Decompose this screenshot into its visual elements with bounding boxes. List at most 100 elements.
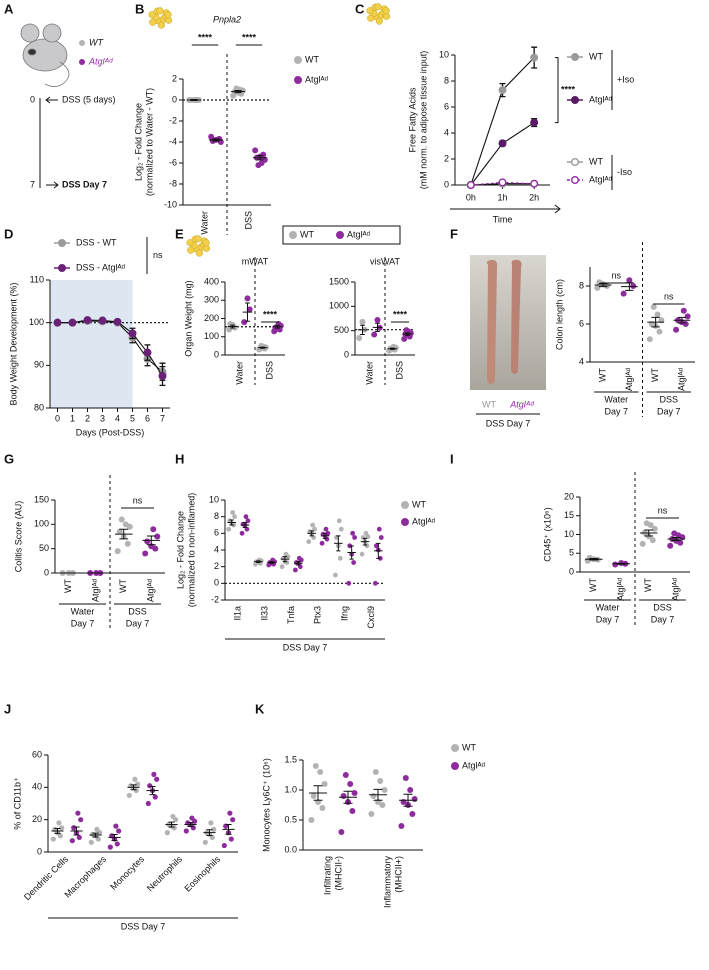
legend-note: ns — [153, 250, 163, 260]
group-label: Water — [596, 602, 620, 612]
data-point — [372, 769, 379, 775]
x-tick-label: Atglᴬᵈ — [146, 578, 156, 602]
data-point — [654, 311, 661, 318]
legend-label: Atglᴬᵈ — [589, 94, 613, 104]
legend-label: Atglᴬᵈ — [462, 760, 486, 770]
data-point — [370, 793, 377, 799]
legend-label: WT — [589, 156, 603, 166]
photo-label: Atglᴬᵈ — [509, 399, 535, 409]
data-point — [124, 540, 131, 547]
data-point — [398, 823, 405, 829]
group-sublabel: Day 7 — [651, 614, 675, 624]
legend-marker — [79, 59, 85, 65]
error-bar — [54, 828, 61, 834]
y-tick-label: 100 — [34, 519, 49, 529]
error-bar — [282, 556, 288, 563]
series-line — [470, 57, 535, 186]
y-axis-label: Free Fatty Acids — [407, 87, 417, 153]
group-label: Water — [71, 606, 95, 616]
data-point — [183, 828, 189, 834]
panel-letter: H — [175, 451, 184, 466]
data-point — [83, 316, 92, 325]
significance-label: ns — [664, 291, 674, 301]
x-tick-label: 6 — [145, 413, 150, 423]
x-tick-label: Il1a — [233, 606, 243, 621]
significance-label: **** — [393, 309, 408, 319]
data-point — [402, 775, 409, 781]
data-point — [649, 537, 656, 544]
data-point — [116, 528, 123, 535]
error-bar — [651, 316, 660, 328]
x-tick-label: Atglᴬᵈ — [616, 577, 626, 601]
y-tick-label: 8 — [579, 280, 584, 290]
data-point — [59, 825, 65, 831]
significance-label: **** — [242, 32, 257, 42]
data-point — [347, 781, 354, 787]
x-tick-label: WT — [598, 368, 608, 382]
group-sublabel: Day 7 — [126, 618, 150, 628]
x-axis-label: DSS Day 7 — [121, 921, 166, 931]
error-bar — [375, 322, 380, 333]
y-tick-label: 0 — [172, 94, 177, 104]
x-tick-label: Atglᴬᵈ — [624, 367, 634, 391]
legend-label: Atglᴬᵈ — [347, 229, 371, 239]
data-point — [310, 522, 316, 528]
data-point — [50, 836, 56, 842]
error-bar — [309, 530, 314, 537]
panel-letter: J — [4, 701, 11, 716]
legend-marker — [571, 157, 580, 166]
data-point — [643, 520, 650, 527]
group-label: DSS — [653, 602, 672, 612]
x-tick-label: Atglᴬᵈ — [91, 578, 101, 602]
y-tick-label: -2 — [211, 594, 219, 604]
data-point — [151, 771, 157, 778]
data-point — [158, 372, 167, 381]
significance-label: **** — [561, 84, 576, 94]
x-axis-label: Time — [493, 214, 513, 224]
data-point — [371, 331, 378, 338]
panel-letter: E — [175, 226, 184, 241]
data-point — [208, 820, 214, 826]
error-bar — [322, 532, 328, 539]
y-tick-label: -2 — [169, 115, 177, 125]
y-tick-label: 20 — [32, 814, 42, 824]
y-tick-label: 10 — [209, 494, 219, 504]
y-axis-label: Log₂ - Fold Change — [175, 511, 185, 589]
x-tick-label: 1 — [70, 413, 75, 423]
y-tick-label: 1000 — [329, 301, 349, 311]
data-point — [113, 823, 119, 829]
error-bar — [260, 346, 265, 349]
error-bar — [373, 788, 383, 801]
x-tick-label: Atglᴬᵈ — [676, 367, 686, 391]
data-point — [243, 514, 249, 520]
error-bar — [190, 98, 198, 102]
y-tick-label: 0 — [214, 578, 219, 588]
data-point — [230, 510, 236, 515]
cell-icon — [195, 249, 203, 257]
x-tick-label: Atglᴬᵈ — [671, 577, 681, 601]
error-bar — [256, 560, 261, 563]
panel-letter: D — [4, 226, 13, 241]
x-tick-label: Ifng — [339, 606, 349, 621]
x-tick-label: 0h — [466, 192, 476, 202]
data-point — [113, 317, 122, 326]
x-tick-label: Neutrophils — [145, 854, 185, 894]
y-tick-label: 100 — [29, 317, 44, 327]
data-point — [673, 326, 680, 333]
data-point — [630, 283, 637, 289]
y-tick-label: 400 — [204, 276, 219, 286]
error-bar — [187, 822, 194, 827]
photo-caption: DSS Day 7 — [486, 418, 531, 428]
y-tick-label: 0.0 — [284, 844, 297, 854]
cell-icon — [367, 14, 375, 22]
data-point — [346, 580, 352, 586]
colon — [486, 260, 498, 384]
legend-label: WT — [589, 51, 603, 61]
legend-marker — [571, 53, 580, 62]
y-tick-label: 4 — [579, 356, 584, 366]
data-point — [351, 790, 358, 796]
legend-marker — [571, 175, 580, 184]
error-bar — [376, 542, 381, 559]
x-tick-label: DSS — [264, 361, 274, 380]
y-tick-label: 300 — [204, 295, 219, 305]
